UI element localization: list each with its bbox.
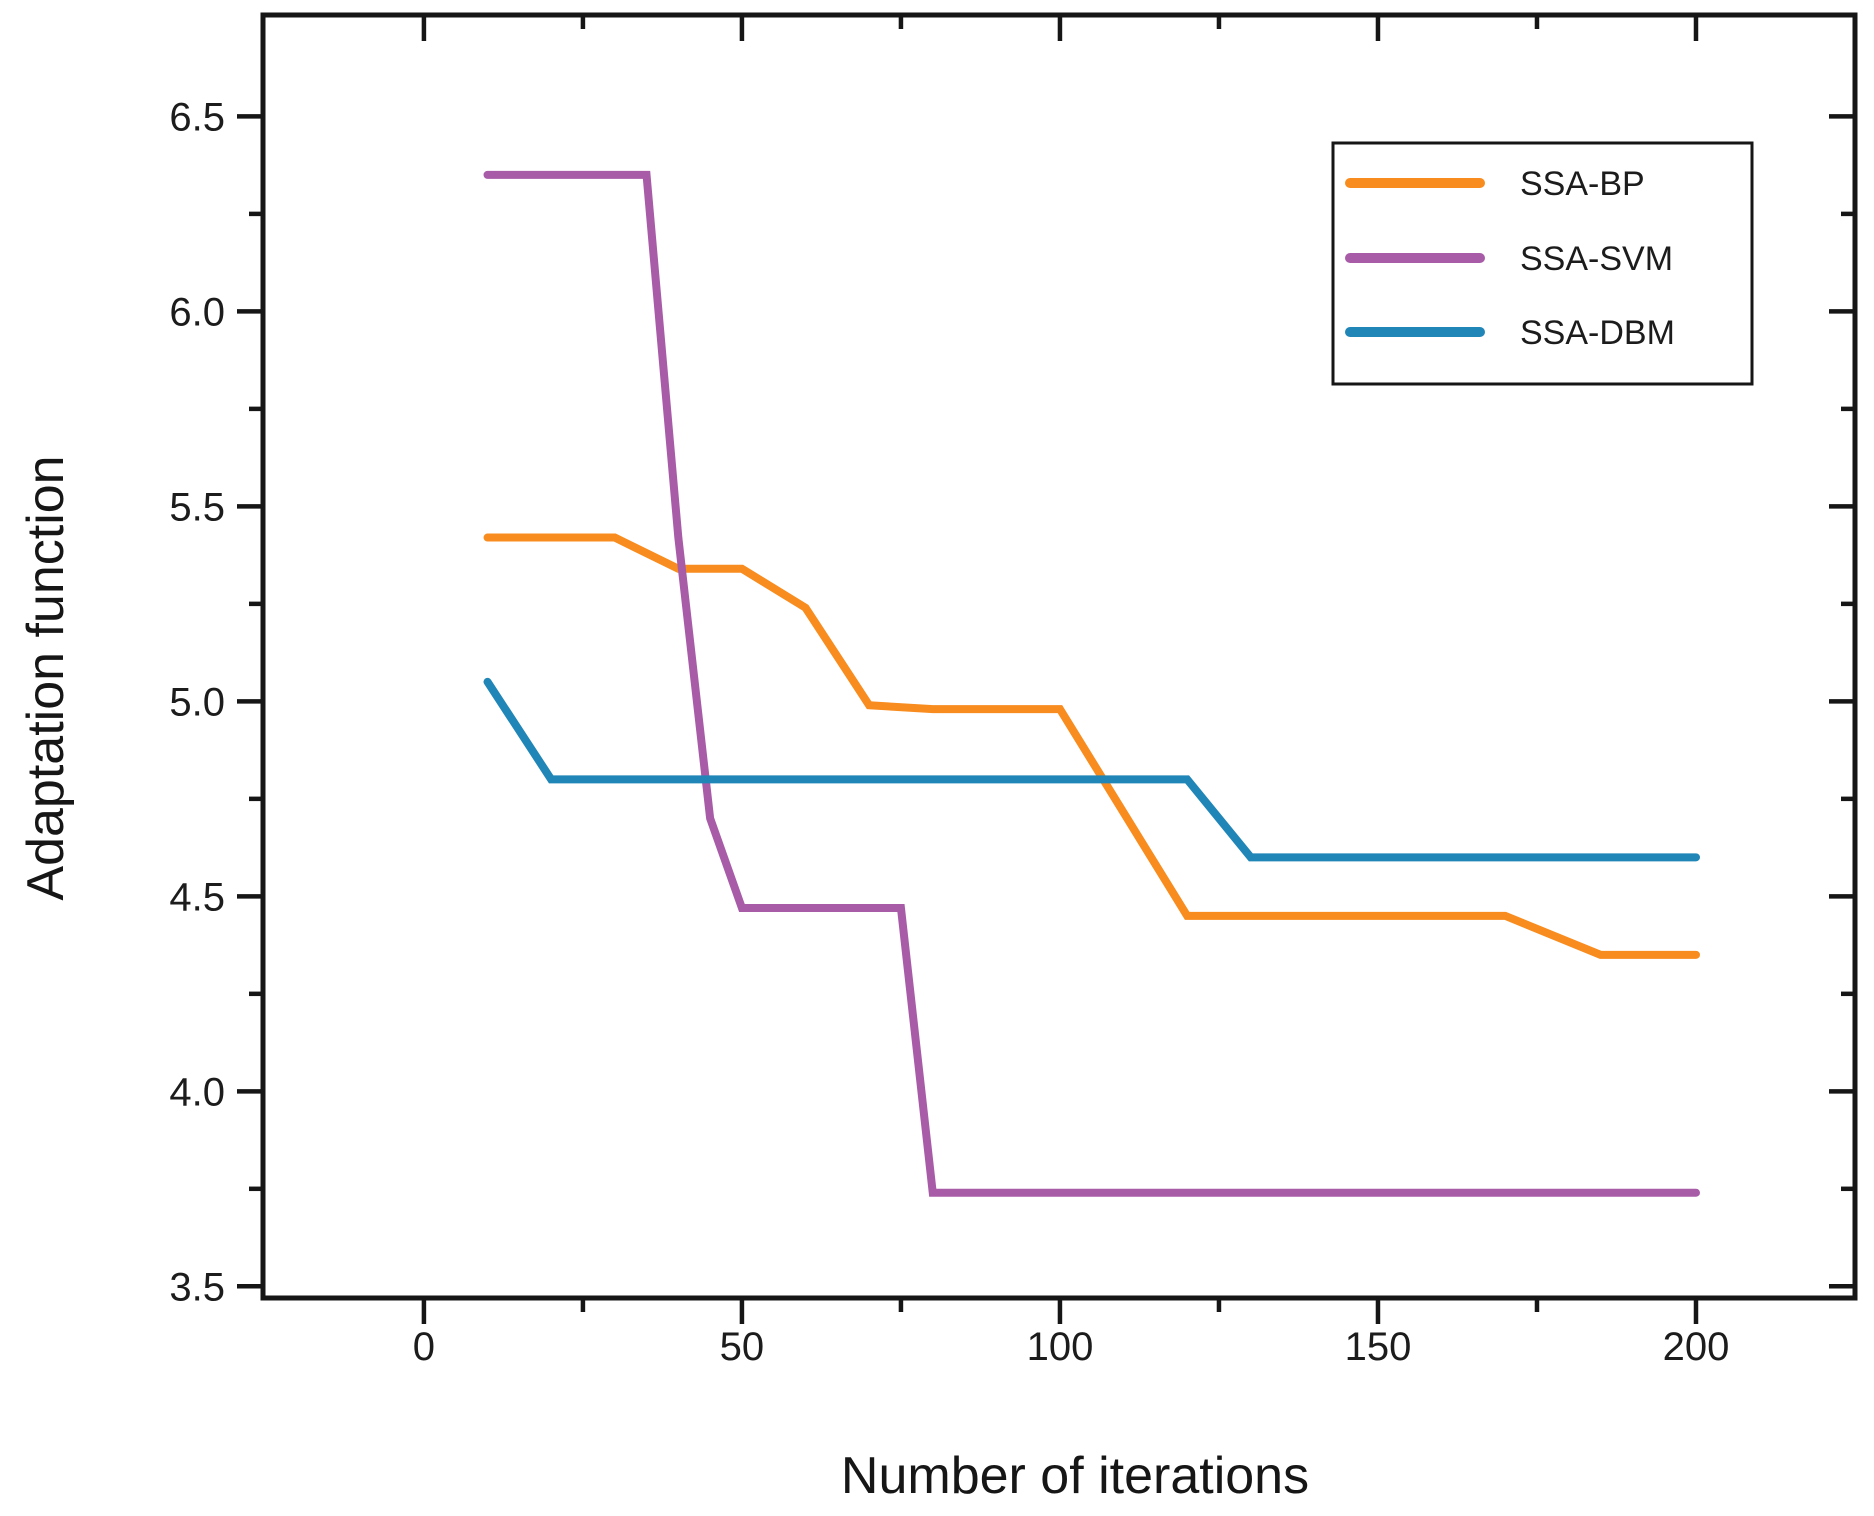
x-tick-label: 150 [1345,1325,1412,1369]
x-axis-title: Number of iterations [840,1447,1310,1505]
y-tick-label: 4.0 [169,1070,225,1114]
x-tick-label: 50 [720,1325,765,1369]
series-line-SSA-SVM [483,170,1700,1197]
y-tick-label: 5.5 [169,485,225,529]
x-tick-labels: 0 50 100 150 200 [413,1325,1730,1369]
legend-item-SSA-SVM: SSA-SVM [1345,240,1673,278]
y-tick-label: 3.5 [169,1265,225,1309]
legend-label-SSA-SVM: SSA-SVM [1520,240,1673,278]
legend-item-SSA-DBM: SSA-DBM [1345,314,1675,352]
axis-ticks [237,15,1855,1324]
y-tick-labels: 6.5 6.0 5.5 5.0 4.5 4.0 3.5 [169,95,225,1309]
series-line-SSA-DBM [483,677,1700,862]
y-tick-label: 5.0 [169,680,225,724]
y-tick-label: 4.5 [169,875,225,919]
x-tick-label: 200 [1663,1325,1730,1369]
legend: SSA-BP SSA-SVM SSA-DBM [1331,141,1754,386]
series-line-SSA-BP [483,533,1700,959]
legend-label-SSA-DBM: SSA-DBM [1520,314,1675,352]
legend-item-SSA-BP: SSA-BP [1345,165,1645,203]
y-tick-label: 6.5 [169,95,225,139]
x-tick-label: 0 [413,1325,435,1369]
y-tick-label: 6.0 [169,290,225,334]
series-lines [483,170,1700,1197]
legend-label-SSA-BP: SSA-BP [1520,165,1645,203]
y-axis-title: Adaptation function [17,455,75,901]
x-tick-label: 100 [1027,1325,1094,1369]
